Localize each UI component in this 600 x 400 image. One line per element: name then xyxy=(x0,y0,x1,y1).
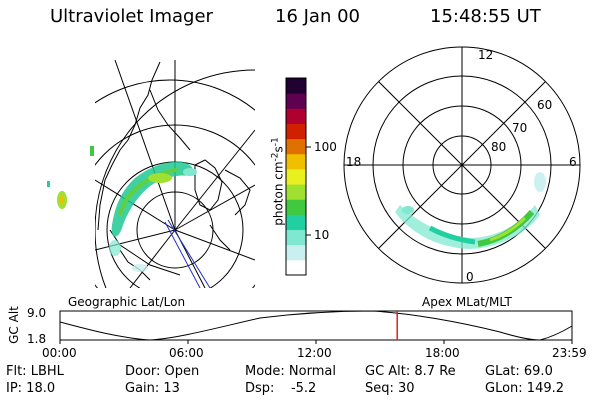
color-bar-segment xyxy=(286,229,306,246)
app-title: Ultraviolet Imager xyxy=(50,6,213,27)
altitude-xtick-1800: 18:00 xyxy=(425,346,460,360)
color-bar-segment xyxy=(286,78,306,94)
mlt-label-12: 12 xyxy=(478,48,494,62)
mlt-label-6: 6 xyxy=(569,155,577,169)
altitude-xtick-2359: 23:59 xyxy=(552,346,587,360)
date-label: 16 Jan 00 xyxy=(275,6,360,27)
isolated-bright-spot-core xyxy=(60,196,64,204)
color-bar-segment xyxy=(286,184,306,200)
color-bar-segment xyxy=(286,138,306,155)
altitude-ylabel: GC Alt xyxy=(7,306,21,344)
mlat-label-60: 60 xyxy=(537,98,553,112)
isolated-dim-spot xyxy=(47,181,50,187)
color-bar-segment xyxy=(286,259,306,276)
mode-value: Mode: Normal xyxy=(245,364,336,379)
door-value: Door: Open xyxy=(125,364,200,379)
color-bar-segment xyxy=(286,123,306,140)
mlt-label-18: 18 xyxy=(346,155,362,169)
color-bar-label-100: 100 xyxy=(314,140,337,154)
altitude-curve xyxy=(59,310,573,341)
color-bar-label-10: 10 xyxy=(314,228,330,242)
gain-value: Gain: 13 xyxy=(125,381,180,396)
color-bar-unit: photon cm-2s-1 xyxy=(271,122,286,242)
color-bar-segment xyxy=(286,214,306,231)
altitude-xtick-0000: 00:00 xyxy=(42,346,77,360)
dsp-value: Dsp: -5.2 xyxy=(245,381,317,396)
mlat-label-80: 80 xyxy=(491,140,507,154)
seq-value: Seq: 30 xyxy=(365,381,415,396)
time-label: 15:48:55 UT xyxy=(430,6,541,27)
gc-alt-value: GC Alt: 8.7 Re xyxy=(365,364,456,379)
left-panel-caption: Geographic Lat/Lon xyxy=(68,295,186,309)
geographic-map xyxy=(95,60,255,288)
mlat-label-70: 70 xyxy=(512,121,528,135)
left-aurora xyxy=(109,161,197,272)
mlt-label-0: 0 xyxy=(466,270,474,284)
ip-value: IP: 18.0 xyxy=(6,381,56,396)
altitude-ytick-1-8: 1.8 xyxy=(27,332,47,346)
isolated-dim-spot-2 xyxy=(90,146,94,156)
unit-sup-2: -1 xyxy=(270,137,281,147)
unit-text: photon cm xyxy=(271,161,286,226)
altitude-ytick-9: 9.0 xyxy=(27,306,47,320)
color-bar-segment xyxy=(286,168,306,185)
color-bar-segment xyxy=(286,153,306,170)
altitude-xtick-1200: 12:00 xyxy=(297,346,332,360)
color-bar-segment xyxy=(286,244,306,261)
color-bar-segment xyxy=(286,108,306,124)
glat-value: GLat: 69.0 xyxy=(485,364,553,379)
color-bar-frame xyxy=(285,77,307,276)
color-bar-segment xyxy=(286,93,306,109)
filter-value: Flt: LBHL xyxy=(6,364,64,379)
unit-mid: s xyxy=(271,146,286,153)
right-panel-caption: Apex MLat/MLT xyxy=(422,295,512,309)
color-bar xyxy=(286,78,306,276)
altitude-plot-frame xyxy=(59,310,573,341)
altitude-x-ticks xyxy=(59,340,573,344)
glon-value: GLon: 149.2 xyxy=(485,381,565,396)
right-aurora xyxy=(395,172,546,249)
color-bar-segment xyxy=(286,199,306,215)
altitude-xtick-0600: 06:00 xyxy=(169,346,204,360)
unit-sup-1: -2 xyxy=(270,152,281,162)
